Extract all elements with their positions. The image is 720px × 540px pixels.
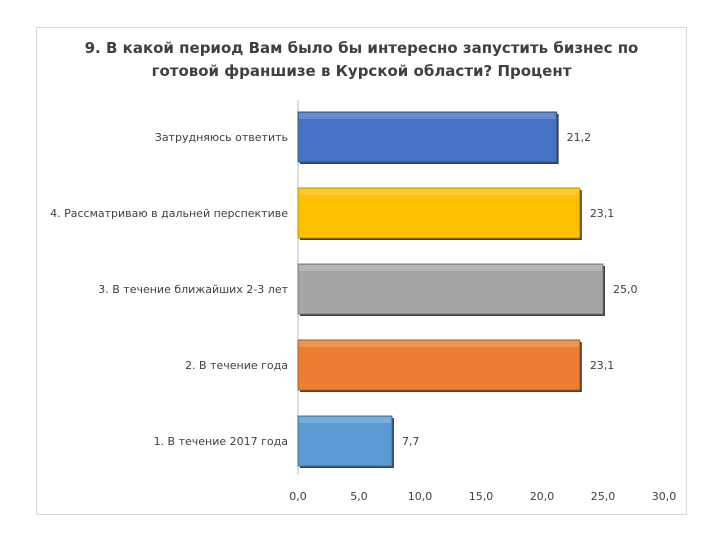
category-label: 3. В течение ближайших 2-3 лет: [98, 283, 288, 296]
bar-highlight: [299, 341, 579, 347]
chart-title: 9. В какой период Вам было бы интересно …: [36, 37, 687, 83]
bar: [297, 111, 558, 163]
category-label: 4. Рассматриваю в дальней перспективе: [50, 207, 288, 220]
bar-highlight: [299, 417, 391, 423]
chart-title-line-2: готовой франшизе в Курской области? Проц…: [151, 62, 572, 80]
x-tick-label: 15,0: [469, 490, 494, 503]
bar: [297, 187, 581, 239]
x-tick-label: 20,0: [530, 490, 555, 503]
chart-title-line-1: 9. В какой период Вам было бы интересно …: [84, 39, 639, 57]
x-tick-label: 10,0: [408, 490, 433, 503]
bar-highlight: [299, 265, 602, 271]
x-tick-label: 5,0: [350, 490, 368, 503]
bar: [297, 415, 393, 467]
bar-highlight: [299, 113, 556, 119]
bar: [297, 339, 581, 391]
bar-highlight: [299, 189, 579, 195]
x-tick-label: 30,0: [652, 490, 677, 503]
category-label: Затрудняюсь ответить: [155, 131, 288, 144]
x-tick-label: 0,0: [289, 490, 307, 503]
data-label: 23,1: [590, 207, 615, 220]
data-label: 21,2: [567, 131, 592, 144]
bar: [297, 263, 604, 315]
x-tick-label: 25,0: [591, 490, 616, 503]
data-label: 23,1: [590, 359, 615, 372]
data-label: 7,7: [402, 435, 420, 448]
category-label: 1. В течение 2017 года: [154, 435, 288, 448]
data-label: 25,0: [613, 283, 638, 296]
category-label: 2. В течение года: [185, 359, 288, 372]
